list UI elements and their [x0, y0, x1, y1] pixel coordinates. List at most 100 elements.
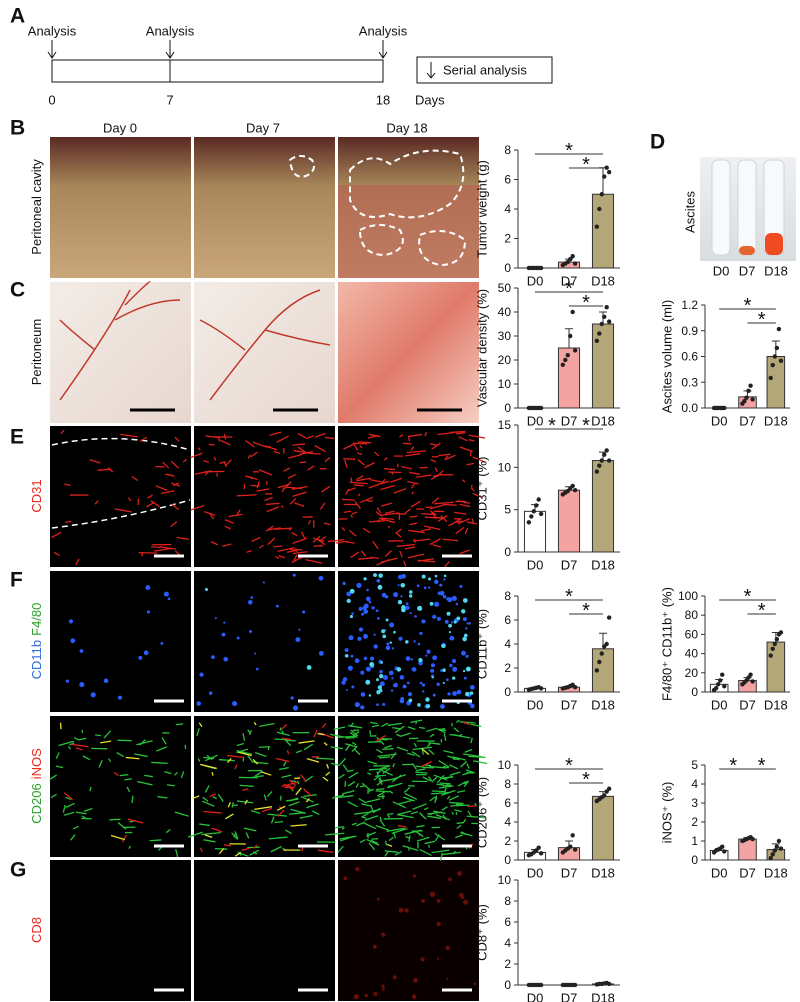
stain — [190, 452, 203, 459]
stain — [341, 791, 350, 795]
stain — [89, 459, 101, 464]
stain — [293, 554, 298, 561]
stain — [430, 458, 437, 463]
stain — [350, 514, 354, 518]
data-point — [715, 682, 721, 687]
y-tick-label: 0.3 — [681, 375, 698, 389]
stain — [199, 823, 210, 827]
stain — [468, 622, 471, 625]
stain — [107, 467, 114, 473]
stain — [417, 642, 421, 646]
stain — [350, 729, 359, 737]
stain — [459, 721, 476, 724]
data-point — [772, 641, 778, 647]
bar — [557, 489, 581, 553]
stain — [423, 807, 429, 811]
stain — [345, 688, 348, 691]
stain — [448, 795, 460, 801]
stain — [247, 729, 251, 734]
row-label-part: CD11b — [29, 640, 44, 680]
stain — [261, 771, 272, 776]
stain — [379, 674, 384, 679]
stain — [449, 764, 459, 770]
stain — [453, 620, 457, 624]
x-tick-label: D18 — [591, 698, 615, 713]
stain — [79, 682, 85, 688]
stain — [368, 433, 381, 438]
significance-label: * — [582, 292, 590, 314]
stain — [352, 442, 359, 451]
y-tick-label: 6 — [504, 613, 511, 627]
stain — [424, 525, 441, 531]
stain — [312, 537, 325, 543]
stain — [367, 808, 381, 814]
stain — [283, 467, 291, 472]
stain — [318, 650, 324, 656]
stain — [330, 762, 341, 767]
stain — [360, 550, 366, 557]
stain — [208, 691, 213, 695]
stain — [391, 677, 394, 680]
data-point — [748, 383, 753, 388]
x-tick-label: D18 — [591, 274, 615, 289]
y-tick-label: 0 — [691, 685, 698, 699]
stain — [376, 703, 379, 707]
data-point — [778, 358, 784, 363]
stain — [204, 470, 210, 476]
stain — [308, 520, 312, 525]
stain — [292, 443, 306, 446]
stain — [275, 604, 279, 608]
stain — [250, 809, 261, 815]
stain — [354, 658, 360, 664]
stain — [55, 752, 60, 759]
data-point — [594, 668, 600, 673]
stain — [354, 702, 360, 708]
timeline-tick: 7 — [166, 93, 173, 108]
stain — [435, 814, 451, 821]
stain — [439, 852, 443, 861]
stain — [223, 621, 226, 624]
stain — [378, 517, 396, 524]
stain — [291, 532, 298, 537]
stain — [412, 538, 431, 542]
stain — [292, 573, 296, 577]
stain — [348, 529, 357, 537]
stain — [290, 808, 306, 814]
stain — [353, 994, 359, 1000]
stain — [351, 511, 358, 515]
stain — [75, 747, 83, 751]
data-point — [572, 261, 578, 266]
stain — [265, 502, 280, 506]
stain — [327, 539, 344, 543]
stain — [448, 630, 452, 634]
x-tick-label: D18 — [764, 414, 788, 429]
stain — [380, 769, 394, 777]
stain — [300, 796, 314, 803]
stain — [414, 615, 417, 618]
stain — [253, 851, 258, 855]
stain — [324, 456, 331, 463]
stain — [421, 619, 426, 624]
bar — [591, 323, 615, 409]
stain — [315, 757, 335, 760]
y-tick-label: 40 — [498, 305, 512, 319]
stain — [421, 748, 430, 755]
y-tick-label: 5 — [504, 503, 511, 517]
stain — [421, 683, 426, 687]
data-point — [717, 678, 723, 683]
stain — [408, 433, 423, 438]
row-label: CD31 — [29, 479, 44, 512]
stain — [146, 610, 151, 614]
stain — [427, 586, 431, 589]
stain — [366, 499, 373, 502]
stain — [451, 811, 455, 816]
stain — [300, 774, 307, 782]
stain — [450, 804, 470, 807]
row-label-part: CD31 — [29, 479, 44, 512]
stain — [436, 727, 446, 734]
stain — [431, 676, 434, 679]
stain — [356, 475, 364, 481]
column-header: Day 18 — [386, 121, 427, 136]
stain — [313, 545, 324, 547]
stain — [370, 839, 379, 844]
